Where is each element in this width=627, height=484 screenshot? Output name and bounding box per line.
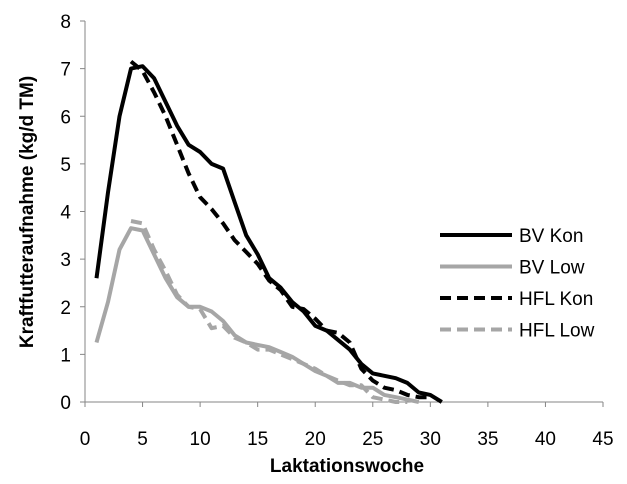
axes [80, 20, 604, 407]
y-tick-label: 3 [60, 250, 71, 271]
x-tick-label: 5 [137, 429, 148, 450]
y-tick-label: 6 [60, 107, 71, 128]
x-axis-title: Laktationswoche [270, 456, 424, 477]
x-tick-label: 40 [535, 429, 556, 450]
x-tick-label: 45 [592, 429, 613, 450]
legend-label: BV Kon [519, 226, 583, 247]
series-line-3 [129, 59, 431, 400]
y-tick-label: 4 [60, 203, 71, 224]
y-tick-label: 8 [60, 12, 71, 33]
y-tick-label: 7 [60, 60, 71, 81]
x-tick-label: 0 [80, 429, 91, 450]
plot-area [94, 59, 443, 404]
y-tick-label: 2 [60, 298, 71, 319]
y-axis-title: Kraftfutteraufnahme (kg/d TM) [17, 76, 38, 348]
y-tick-label: 0 [60, 393, 71, 414]
series-line-4 [130, 219, 408, 404]
legend: BV Kon BV Low HFL Kon HFL Low [440, 226, 595, 342]
x-tick-label: 15 [247, 429, 268, 450]
y-tick-label: 5 [60, 155, 71, 176]
x-tick-label: 20 [305, 429, 326, 450]
x-tick-label: 10 [190, 429, 211, 450]
x-tick-label: 25 [362, 429, 383, 450]
legend-label: BV Low [519, 258, 585, 279]
y-tick-label: 1 [60, 345, 71, 366]
legend-label: HFL Low [519, 321, 595, 342]
legend-label: HFL Kon [519, 289, 593, 310]
x-tick-label: 35 [477, 429, 498, 450]
x-tick-label: 30 [420, 429, 441, 450]
